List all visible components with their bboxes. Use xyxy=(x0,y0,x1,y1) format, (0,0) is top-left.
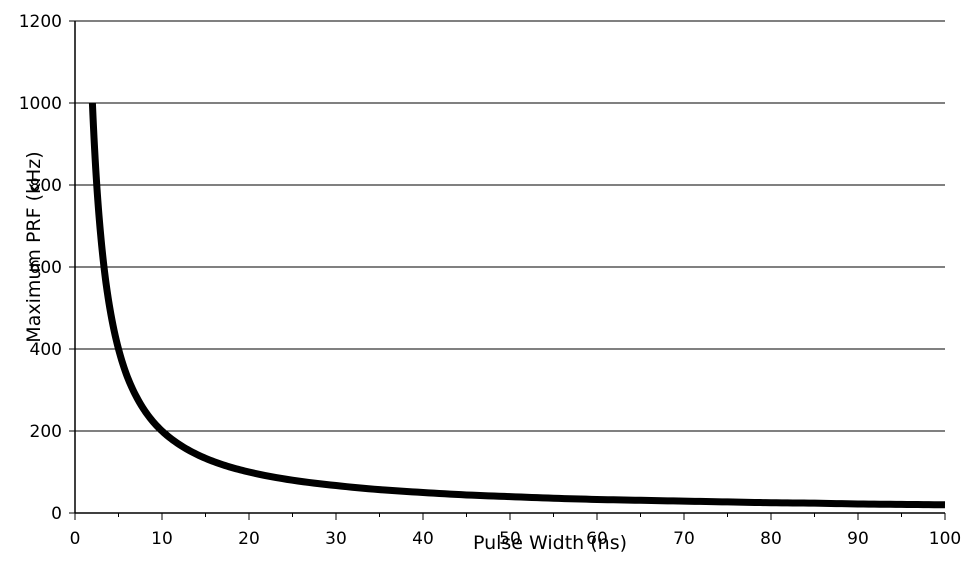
y-tick-label-600: 600 xyxy=(30,258,62,278)
x-tick-label-80: 80 xyxy=(760,529,782,549)
gridlines xyxy=(75,20,945,432)
y-tick-label-800: 800 xyxy=(30,176,62,196)
x-tick-label-70: 70 xyxy=(673,529,695,549)
y-axis-ticks: 0 200 400 600 800 1000 1200 xyxy=(19,12,75,524)
y-axis-title: Maximum PRF (kHz) xyxy=(23,151,45,342)
x-tick-label-60: 60 xyxy=(586,529,608,549)
x-axis-title: Pulse Width (ns) xyxy=(473,532,627,554)
x-tick-label-10: 10 xyxy=(151,529,173,549)
x-tick-label-50: 50 xyxy=(499,529,521,549)
y-tick-label-1200: 1200 xyxy=(19,12,62,32)
x-tick-label-30: 30 xyxy=(325,529,347,549)
y-tick-label-1000: 1000 xyxy=(19,94,62,114)
x-tick-label-90: 90 xyxy=(847,529,869,549)
series-group xyxy=(88,102,946,509)
y-tick-label-400: 400 xyxy=(30,340,62,360)
x-axis-ticks: 0 10 20 30 40 50 60 70 80 90 100 xyxy=(70,513,961,549)
y-tick-label-0: 0 xyxy=(51,504,62,524)
y-tick-label-200: 200 xyxy=(30,422,62,442)
series-line-0 xyxy=(88,102,946,509)
x-tick-label-20: 20 xyxy=(238,529,260,549)
x-tick-label-40: 40 xyxy=(412,529,434,549)
x-tick-label-100: 100 xyxy=(929,529,961,549)
x-tick-label-0: 0 xyxy=(70,529,81,549)
